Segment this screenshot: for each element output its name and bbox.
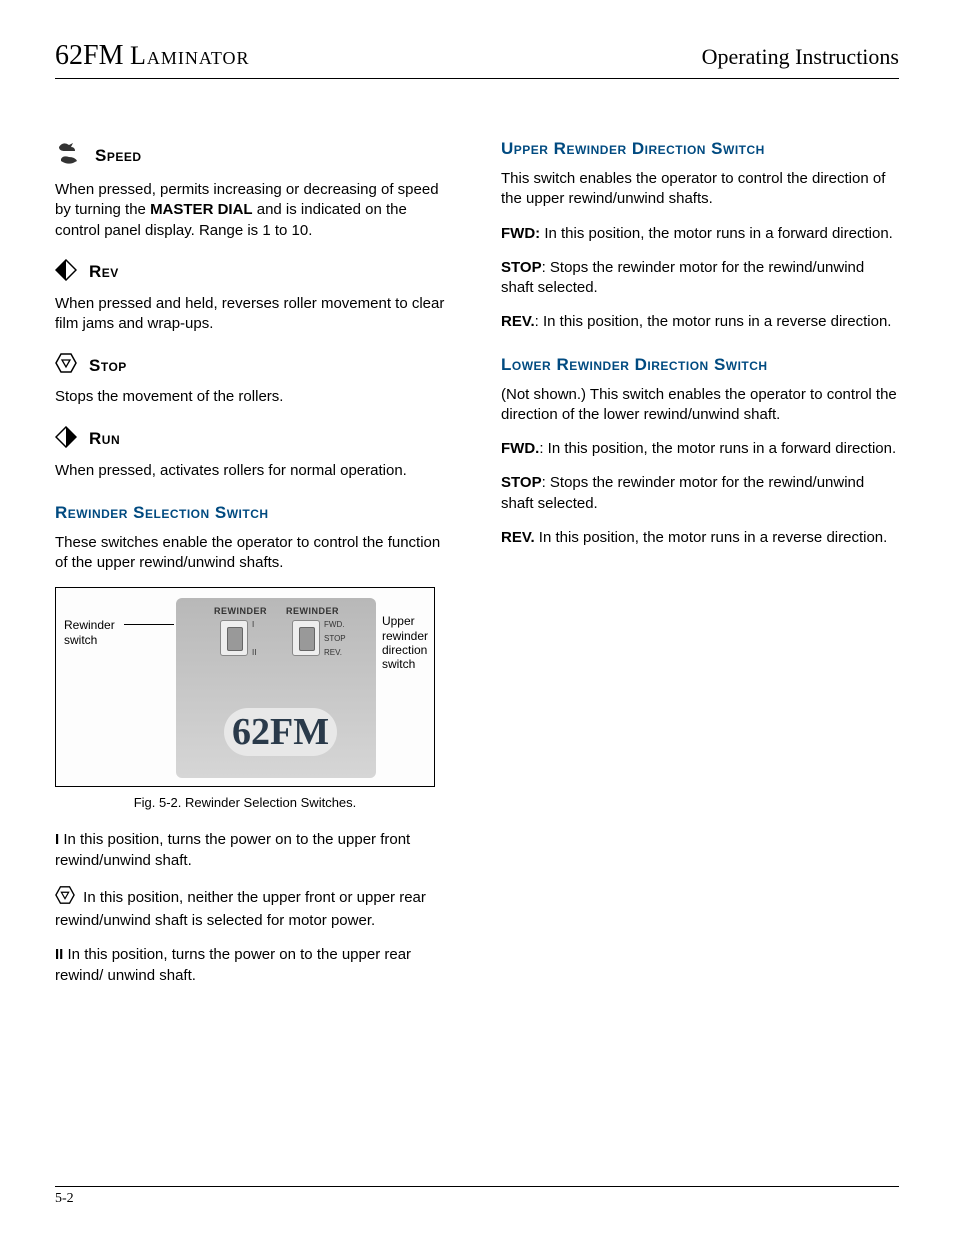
- model-number: 62FM: [55, 40, 123, 71]
- lower-rewinder-head: Lower Rewinder Direction Switch: [501, 355, 899, 375]
- lower-fwd-t: : In this position, the motor runs in a …: [539, 440, 896, 457]
- content-columns: Speed When pressed, permits increasing o…: [55, 139, 899, 1000]
- upper-fwd: FWD: In this position, the motor runs in…: [501, 224, 899, 244]
- run-body: When pressed, activates rollers for norm…: [55, 461, 453, 481]
- pos-neutral-text: In this position, neither the upper fron…: [55, 889, 426, 929]
- hexagon-neutral-icon: [55, 885, 75, 911]
- sw2-rev: REV.: [324, 648, 342, 657]
- callout-rewinder-switch: Rewinderswitch: [64, 618, 115, 647]
- position-ii: II In this position, turns the power on …: [55, 945, 453, 986]
- rabbit-turtle-icon: [55, 139, 83, 172]
- stop-body: Stops the movement of the rollers.: [55, 387, 453, 407]
- page-number: 5-2: [55, 1191, 74, 1206]
- rev-body: When pressed and held, reverses roller m…: [55, 294, 453, 335]
- diamond-left-icon: [55, 259, 77, 286]
- figure-panel: REWINDER REWINDER I II FWD. STOP REV. 62…: [176, 598, 376, 778]
- figure-5-2: Rewinderswitch Upperrewinderdirectionswi…: [55, 587, 435, 787]
- upper-rewinder-head: Upper Rewinder Direction Switch: [501, 139, 899, 159]
- lower-fwd-b: FWD.: [501, 440, 539, 457]
- rev-heading: Rev: [55, 259, 453, 286]
- position-neutral: In this position, neither the upper fron…: [55, 885, 453, 932]
- page-header: 62FM Laminator Operating Instructions: [55, 40, 899, 79]
- fig-switch-1: [220, 620, 248, 656]
- sw1-ii: II: [252, 648, 256, 657]
- speed-body-bold: MASTER DIAL: [150, 201, 253, 218]
- page-footer: 5-2: [55, 1186, 899, 1207]
- fig-logo: 62FM: [224, 708, 337, 756]
- pos-i-text: In this position, turns the power on to …: [55, 831, 410, 868]
- upper-intro: This switch enables the operator to cont…: [501, 169, 899, 210]
- speed-head-text: Speed: [95, 146, 142, 166]
- rewinder-selection-head: Rewinder Selection Switch: [55, 503, 453, 523]
- stop-head-text: Stop: [89, 356, 127, 376]
- upper-rev: REV.: In this position, the motor runs i…: [501, 312, 899, 332]
- figure-caption: Fig. 5-2. Rewinder Selection Switches.: [55, 795, 435, 810]
- lower-stop-b: STOP: [501, 474, 542, 491]
- upper-fwd-t: In this position, the motor runs in a fo…: [540, 225, 893, 242]
- product-name: Laminator: [130, 41, 250, 70]
- run-heading: Run: [55, 426, 453, 453]
- lower-rev: REV. In this position, the motor runs in…: [501, 528, 899, 548]
- upper-rev-b: REV.: [501, 313, 535, 330]
- lower-fwd: FWD.: In this position, the motor runs i…: [501, 439, 899, 459]
- panel-label-1: REWINDER: [214, 606, 267, 616]
- position-i: I In this position, turns the power on t…: [55, 830, 453, 871]
- callout-line-left: [124, 624, 174, 625]
- sw2-fwd: FWD.: [324, 620, 344, 629]
- stop-heading: Stop: [55, 352, 453, 379]
- lower-rev-t: In this position, the motor runs in a re…: [535, 529, 888, 546]
- callout-upper-direction: Upperrewinderdirectionswitch: [382, 614, 428, 672]
- panel-label-2: REWINDER: [286, 606, 339, 616]
- upper-stop-t: : Stops the rewinder motor for the rewin…: [501, 259, 864, 296]
- run-head-text: Run: [89, 429, 120, 449]
- upper-fwd-b: FWD:: [501, 225, 540, 242]
- pos-ii-text: In this position, turns the power on to …: [55, 946, 411, 983]
- speed-body: When pressed, permits increasing or decr…: [55, 180, 453, 241]
- left-column: Speed When pressed, permits increasing o…: [55, 139, 453, 1000]
- rewinder-selection-body: These switches enable the operator to co…: [55, 533, 453, 574]
- sw2-stop: STOP: [324, 634, 346, 643]
- sw1-i: I: [252, 620, 254, 629]
- upper-stop: STOP: Stops the rewinder motor for the r…: [501, 258, 899, 299]
- hexagon-down-icon: [55, 352, 77, 379]
- upper-rev-t: : In this position, the motor runs in a …: [535, 313, 892, 330]
- header-right: Operating Instructions: [702, 44, 899, 70]
- lower-rev-b: REV.: [501, 529, 535, 546]
- right-column: Upper Rewinder Direction Switch This swi…: [501, 139, 899, 1000]
- lower-intro: (Not shown.) This switch enables the ope…: [501, 385, 899, 426]
- rev-head-text: Rev: [89, 262, 119, 282]
- upper-stop-b: STOP: [501, 259, 542, 276]
- header-left: 62FM Laminator: [55, 40, 250, 72]
- speed-heading: Speed: [55, 139, 453, 172]
- diamond-right-icon: [55, 426, 77, 453]
- fig-switch-2: [292, 620, 320, 656]
- lower-stop-t: : Stops the rewinder motor for the rewin…: [501, 474, 864, 511]
- lower-stop: STOP: Stops the rewinder motor for the r…: [501, 473, 899, 514]
